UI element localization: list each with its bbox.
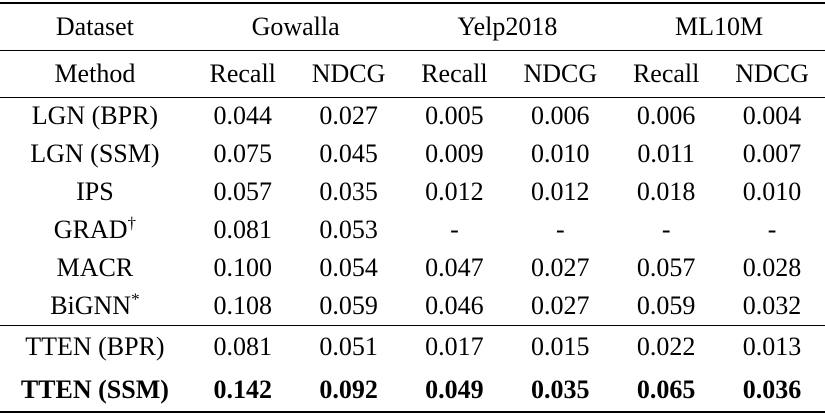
value-cell: 0.012 [531, 177, 590, 207]
method-cell: MACR [0, 249, 190, 287]
table-row-lgn-bpr: LGN (BPR) 0.044 0.027 0.005 0.006 0.006 … [0, 97, 825, 135]
metric-header-gowalla-ndcg: NDCG [295, 50, 402, 98]
method-cell: LGN (BPR) [0, 97, 190, 135]
metric-header-yelp2018-ndcg: NDCG [507, 50, 614, 98]
value-cell: 0.044 [213, 101, 272, 131]
table-row-tten-ssm: TTEN (SSM) 0.142 0.092 0.049 0.035 0.065… [0, 369, 825, 412]
value-cell: 0.012 [425, 177, 484, 207]
value-cell: 0.027 [507, 287, 614, 326]
value-cell: 0.081 [213, 332, 272, 362]
value-cell: - [450, 215, 459, 245]
value-cell: 0.092 [319, 374, 378, 404]
value-cell: 0.054 [319, 253, 378, 283]
value-cell: 0.036 [742, 374, 802, 404]
method-label: BiGNN [50, 291, 132, 321]
value-cell: 0.142 [213, 374, 272, 404]
value-cell: - [555, 215, 565, 245]
group-header-gowalla: Gowalla [189, 3, 402, 51]
method-cell: TTEN (SSM) [0, 369, 190, 412]
value-cell: 0.065 [636, 374, 696, 404]
dataset-header-row: Dataset Gowalla Yelp2018 ML10M [0, 3, 825, 51]
method-label: IPS [76, 177, 114, 207]
method-cell: TTEN (BPR) [0, 325, 190, 368]
table-row-lgn-ssm: LGN (SSM) 0.075 0.045 0.009 0.010 0.011 … [0, 135, 825, 173]
value-cell: 0.081 [213, 215, 272, 245]
value-cell: 0.011 [637, 139, 695, 169]
asterisk-superscript: * [131, 289, 140, 309]
method-cell: GRAD† [0, 211, 190, 249]
value-cell: 0.059 [295, 287, 402, 326]
value-cell: 0.010 [531, 139, 590, 169]
value-cell: 0.009 [425, 139, 484, 169]
value-cell: - [661, 215, 671, 245]
method-label: TTEN (SSM) [20, 374, 169, 404]
value-cell: 0.013 [742, 332, 802, 362]
value-cell: 0.057 [636, 253, 696, 283]
table-row-tten-bpr: TTEN (BPR) 0.081 0.051 0.017 0.015 0.022… [0, 325, 825, 368]
value-cell: 0.018 [636, 177, 696, 207]
value-cell: 0.053 [319, 215, 378, 245]
value-cell: 0.035 [531, 374, 590, 404]
value-cell: 0.100 [213, 253, 272, 283]
value-cell: 0.047 [425, 253, 484, 283]
method-cell: BiGNN* [0, 287, 190, 326]
value-cell: 0.046 [401, 287, 508, 326]
metric-header-yelp2018-recall: Recall [401, 50, 508, 98]
method-label: GRAD [53, 215, 128, 245]
value-cell: 0.005 [425, 101, 484, 131]
value-cell: 0.015 [531, 332, 590, 362]
value-cell: 0.010 [742, 177, 802, 207]
value-cell: 0.004 [742, 101, 802, 131]
value-cell: 0.059 [613, 287, 720, 326]
method-label: TTEN (BPR) [25, 332, 165, 362]
method-label: LGN (SSM) [30, 139, 160, 169]
value-cell: 0.032 [719, 287, 825, 326]
table-row-ips: IPS 0.057 0.035 0.012 0.012 0.018 0.010 [0, 173, 825, 211]
value-cell: 0.075 [213, 139, 272, 169]
table-row-bignn: BiGNN* 0.108 0.059 0.046 0.027 0.059 0.0… [0, 287, 825, 326]
dataset-header-cell: Dataset [0, 3, 190, 51]
table-row-macr: MACR 0.100 0.054 0.047 0.027 0.057 0.028 [0, 249, 825, 287]
value-cell: 0.027 [531, 253, 590, 283]
value-cell: 0.027 [319, 101, 378, 131]
value-cell: 0.035 [319, 177, 378, 207]
value-cell: 0.006 [531, 101, 590, 131]
value-cell: 0.028 [742, 253, 802, 283]
value-cell: - [767, 215, 777, 245]
dagger-superscript: † [127, 213, 136, 233]
method-cell: IPS [0, 173, 190, 211]
metric-header-ml10m-ndcg: NDCG [719, 50, 825, 98]
metric-header-gowalla-recall: Recall [189, 50, 296, 98]
method-label: LGN (BPR) [31, 101, 159, 131]
method-label: MACR [56, 253, 134, 283]
value-cell: 0.049 [425, 374, 484, 404]
value-cell: 0.045 [319, 139, 378, 169]
group-header-ml10m: ML10M [613, 3, 825, 51]
method-cell: LGN (SSM) [0, 135, 190, 173]
value-cell: 0.017 [425, 332, 484, 362]
value-cell: 0.022 [636, 332, 696, 362]
value-cell: 0.108 [189, 287, 296, 326]
table-row-grad: GRAD† 0.081 0.053 - - - - [0, 211, 825, 249]
value-cell: 0.007 [742, 139, 802, 169]
metrics-header-row: Method Recall NDCG Recall NDCG Recall ND… [0, 50, 825, 98]
metric-header-ml10m-recall: Recall [613, 50, 720, 98]
value-cell: 0.057 [213, 177, 272, 207]
value-cell: 0.006 [636, 101, 696, 131]
group-header-yelp2018: Yelp2018 [401, 3, 614, 51]
method-header-cell: Method [0, 50, 190, 98]
value-cell: 0.051 [319, 332, 378, 362]
